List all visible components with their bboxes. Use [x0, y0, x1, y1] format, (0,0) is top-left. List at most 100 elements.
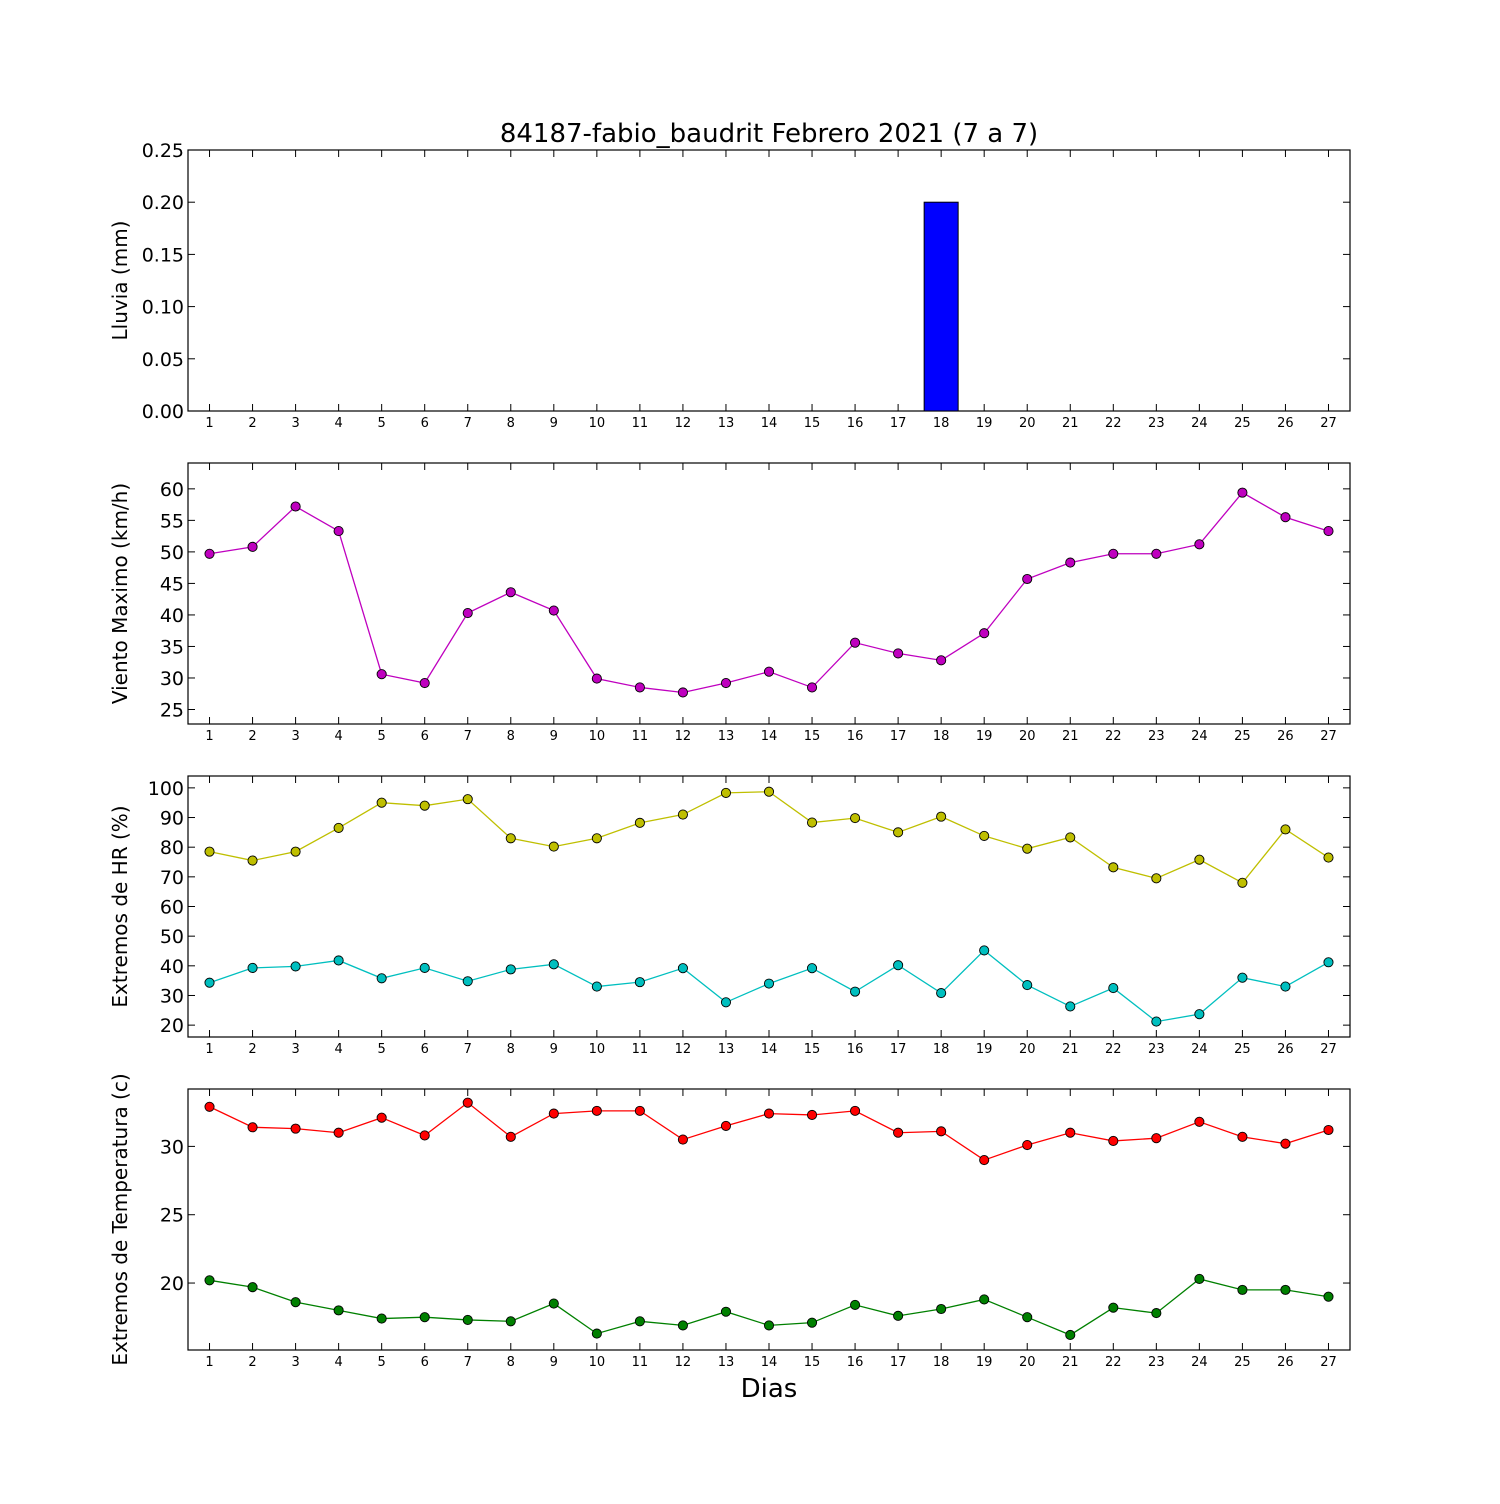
data-point	[979, 1294, 990, 1305]
data-point	[936, 1126, 947, 1137]
data-point	[677, 963, 688, 974]
data-point	[1280, 1284, 1291, 1295]
y-axis-label: Lluvia (mm)	[108, 221, 132, 341]
data-point	[333, 526, 344, 537]
data-point	[720, 677, 732, 689]
data-point	[419, 677, 430, 689]
data-point	[591, 981, 602, 992]
x-tick-label: 3	[291, 729, 299, 744]
x-tick-label: 14	[761, 729, 778, 744]
data-point	[763, 978, 775, 989]
data-point	[677, 809, 688, 820]
data-point	[1194, 1116, 1205, 1127]
data-point	[634, 1316, 645, 1327]
data-point	[376, 669, 387, 680]
data-point	[462, 794, 473, 805]
data-point	[1237, 877, 1248, 888]
data-point	[936, 1303, 947, 1315]
x-tick-label: 26	[1277, 729, 1294, 744]
data-point	[247, 541, 258, 552]
data-point	[204, 977, 215, 988]
x-tick-label: 13	[718, 416, 735, 431]
data-point	[1280, 1138, 1291, 1149]
y-tick-label: 0.20	[142, 192, 184, 214]
x-tick-label: 1	[205, 1355, 213, 1370]
data-point	[419, 1130, 430, 1141]
x-tick-label: 5	[378, 1355, 386, 1370]
data-point	[1280, 512, 1291, 523]
series-line-1	[209, 791, 1329, 884]
x-tick-label: 18	[933, 1355, 950, 1370]
data-point	[290, 961, 301, 972]
data-point	[893, 1127, 904, 1138]
data-point	[290, 846, 301, 857]
x-tick-label: 7	[464, 416, 472, 431]
data-point	[1108, 1302, 1119, 1313]
data-point	[850, 1105, 861, 1116]
data-point	[548, 1298, 559, 1309]
x-tick-label: 19	[976, 1042, 993, 1057]
data-point	[1022, 573, 1033, 585]
x-tick-label: 6	[421, 729, 429, 744]
x-tick-label: 10	[589, 416, 606, 431]
data-point	[1108, 1135, 1119, 1146]
data-point	[505, 964, 516, 975]
x-tick-label: 7	[464, 729, 472, 744]
data-point	[505, 1131, 516, 1142]
x-tick-label: 26	[1277, 1355, 1294, 1370]
y-axis-label: Extremos de Temperatura (c)	[108, 1073, 132, 1365]
y-tick-label: 40	[160, 956, 184, 978]
x-tick-label: 2	[248, 416, 256, 431]
y-tick-label: 0.25	[142, 140, 184, 162]
data-point	[505, 1316, 516, 1327]
x-tick-label: 9	[550, 1355, 558, 1370]
x-tick-label: 12	[675, 416, 692, 431]
data-point	[290, 1123, 301, 1134]
data-point	[806, 1317, 818, 1328]
y-tick-label: 100	[148, 778, 184, 800]
x-tick-label: 1	[205, 729, 213, 744]
x-tick-label: 22	[1105, 416, 1122, 431]
x-tick-label: 13	[718, 1042, 735, 1057]
y-tick-label: 0.10	[142, 297, 184, 319]
x-tick-label: 20	[1019, 1042, 1036, 1057]
data-point	[893, 648, 904, 659]
x-tick-label: 3	[291, 1355, 299, 1370]
x-tick-label: 3	[291, 1042, 299, 1057]
y-tick-label: 20	[160, 1273, 184, 1295]
data-point	[1022, 843, 1033, 854]
data-point	[1151, 1133, 1162, 1144]
data-point	[376, 973, 387, 984]
data-point	[936, 988, 947, 999]
data-point	[1280, 981, 1291, 992]
data-point	[763, 786, 775, 797]
x-tick-label: 19	[976, 729, 993, 744]
data-point	[806, 682, 818, 693]
y-tick-label: 0.05	[142, 349, 184, 371]
x-tick-label: 15	[804, 729, 821, 744]
data-point	[462, 1314, 473, 1325]
data-point	[1022, 980, 1033, 991]
x-tick-label: 14	[761, 1042, 778, 1057]
data-point	[548, 1108, 559, 1119]
x-tick-label: 13	[718, 1355, 735, 1370]
y-tick-label: 45	[160, 573, 184, 595]
y-axis-label: Extremos de HR (%)	[108, 805, 132, 1007]
data-point	[1280, 824, 1291, 835]
y-tick-label: 30	[160, 668, 184, 690]
x-tick-label: 6	[421, 416, 429, 431]
y-tick-label: 50	[160, 542, 184, 564]
data-point	[1108, 983, 1119, 994]
data-point	[1065, 557, 1076, 568]
y-tick-label: 20	[160, 1015, 184, 1037]
data-point	[1065, 1127, 1076, 1138]
y-tick-label: 40	[160, 605, 184, 627]
x-tick-label: 9	[550, 416, 558, 431]
x-tick-label: 6	[421, 1042, 429, 1057]
x-tick-label: 1	[205, 416, 213, 431]
x-tick-label: 16	[847, 1355, 864, 1370]
x-tick-label: 16	[847, 416, 864, 431]
